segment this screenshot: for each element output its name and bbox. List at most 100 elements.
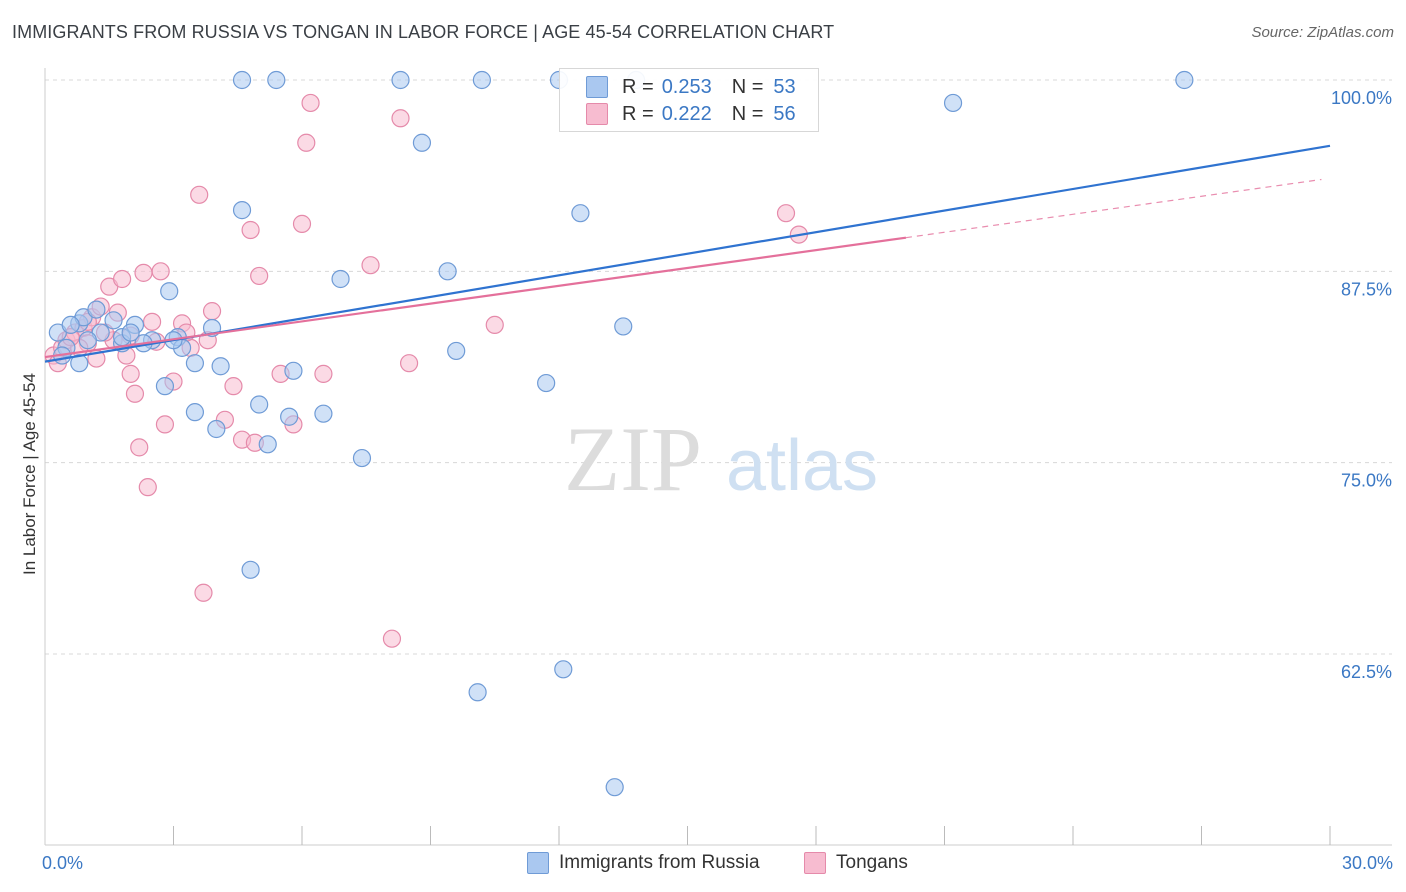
russia-point [155,377,175,396]
legend-item-tongan: Tongans [804,852,908,874]
legend-label: Immigrants from Russia [559,852,760,873]
tongans-point [399,354,419,373]
russia-point [258,435,277,454]
russia-point [211,357,230,376]
russia-point [160,282,179,301]
russia-point [185,403,205,422]
tongans-point [194,583,213,602]
tongans-point [130,438,149,457]
tongans-point [292,214,312,233]
russia-point [554,660,573,679]
russia-point [571,204,590,223]
tongan-swatch [586,103,608,125]
russia-point [352,448,372,468]
tongans-point [155,415,175,434]
russia-point [185,354,205,373]
russia-point [1175,70,1194,90]
russia-point [472,70,491,90]
legend-series: Immigrants from Russia Tongans [0,852,1406,878]
russia-point [331,269,350,289]
tick-labels: 62.5% 75.0% 87.5% 100.0% 0.0% 30.0% [42,88,1393,873]
r-label: R = [622,75,654,98]
tongans-point [391,109,410,128]
trend-lines [44,144,1331,363]
tongans-point [301,93,320,113]
tongans-trend-line [44,236,907,359]
russia-point [468,683,487,702]
legend-row-tongan: R = 0.222 N = 56 [560,100,796,128]
russia-point [241,560,260,579]
n-value: 53 [773,75,796,98]
russia-trend-line [44,144,1331,363]
russia-point [614,317,633,336]
tongans-points [44,93,808,648]
russia-point [78,331,97,350]
tongans-point [190,185,209,204]
watermark: ZIP atlas [564,408,878,510]
tongans-point [134,263,153,282]
russia-point [605,778,624,797]
russia-point [87,300,106,319]
russia-point [943,93,963,113]
tongans-point [361,256,380,275]
russia-point [61,315,80,335]
watermark-zip: ZIP [564,408,702,510]
tongans-point [250,266,269,286]
russia-point [447,341,466,361]
y-tick-label: 75.0% [1341,471,1392,491]
russia-point [438,262,457,281]
russia-point [391,70,410,90]
y-tick-label: 87.5% [1341,279,1392,299]
r-value: 0.222 [661,102,712,125]
russia-swatch [586,76,608,98]
tongans-point [112,269,132,289]
tongans-point [125,384,145,403]
russia-point [232,70,252,90]
source-label: Source: ZipAtlas.com [1251,24,1394,41]
legend-item-russia: Immigrants from Russia [527,852,760,874]
axes [44,68,1392,846]
russia-point [207,419,226,439]
r-label: R = [622,102,654,125]
tongans-point [776,204,796,223]
tongans-point [314,364,333,383]
russia-point [267,70,286,90]
russia-point [250,395,269,414]
legend-label: Tongans [836,852,908,873]
tongans-point [138,478,157,497]
tongans-point [202,302,222,321]
tongan-swatch [804,852,826,874]
tongans-point [224,377,243,396]
russia-point [412,133,432,152]
x-tick-label: 30.0% [1342,853,1393,873]
russia-point [121,323,140,342]
tongans-trend-extension [905,178,1322,239]
y-axis-label: In Labor Force | Age 45-54 [20,373,39,575]
n-label: N = [731,75,764,98]
russia-swatch [527,852,549,874]
russia-point [537,373,556,393]
legend-stats: R = 0.253 N = 53 R = 0.222 N = 56 [559,68,819,132]
russia-point [70,354,89,373]
tongans-point [142,312,162,331]
russia-point [314,404,333,423]
watermark-atlas: atlas [726,426,878,506]
russia-point [104,311,123,330]
legend-row-russia: R = 0.253 N = 53 [560,73,796,101]
chart-title: IMMIGRANTS FROM RUSSIA VS TONGAN IN LABO… [12,22,835,42]
y-tick-label: 62.5% [1341,662,1392,682]
n-label: N = [731,102,764,125]
r-value: 0.253 [661,75,712,98]
y-tick-label: 100.0% [1331,88,1392,108]
tongans-point [151,262,170,281]
russia-point [284,361,303,380]
tongans-point [382,629,402,648]
tongans-point [485,315,504,335]
tongans-point [121,364,140,383]
tongans-point [241,220,260,240]
russia-point [232,201,252,220]
x-tick-label: 0.0% [42,853,83,873]
tongans-point [297,133,316,152]
russia-point [280,407,299,426]
